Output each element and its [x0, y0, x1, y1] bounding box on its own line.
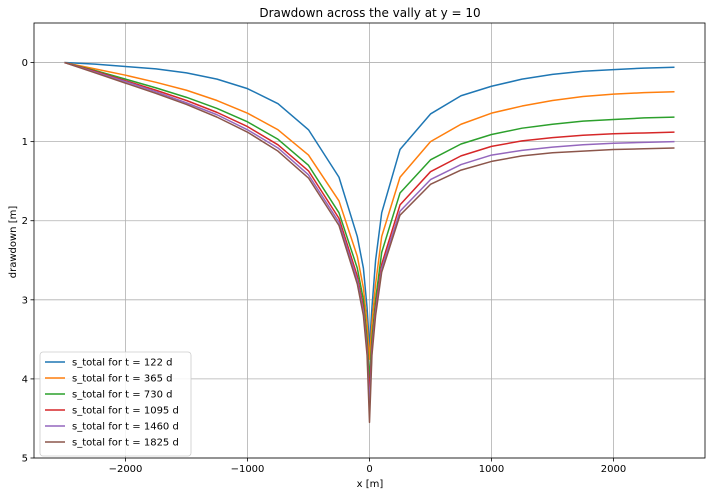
legend-entry-4: s_total for t = 1460 d	[72, 422, 179, 433]
legend-entry-1: s_total for t = 365 d	[72, 374, 172, 385]
legend-entry-5: s_total for t = 1825 d	[72, 438, 179, 449]
y-tick-label: 2	[22, 216, 28, 227]
legend-entry-3: s_total for t = 1095 d	[72, 406, 179, 417]
x-tick-label: 0	[366, 464, 372, 475]
chart-title: Drawdown across the vally at y = 10	[259, 6, 480, 20]
y-tick-label: 1	[22, 137, 28, 148]
series-line-2	[64, 61, 675, 380]
x-tick-label: 1000	[479, 464, 504, 475]
x-tick-label: 2000	[601, 464, 626, 475]
legend: s_total for t = 122 d s_total for t = 365…	[39, 351, 192, 457]
y-tick-label: 5	[22, 454, 28, 465]
x-axis-label: x [m]	[357, 479, 384, 490]
series-lines	[64, 61, 675, 424]
series-line-5	[64, 61, 675, 424]
y-axis-label: drawdown [m]	[8, 206, 19, 279]
y-tick-label: 4	[22, 374, 28, 385]
legend-entry-0: s_total for t = 122 d	[72, 358, 172, 369]
y-tick-label: 3	[22, 295, 28, 306]
y-tick-label: 0	[22, 58, 28, 69]
x-axis-ticks: −2000 −1000 0 1000 2000	[109, 458, 626, 475]
x-tick-label: −1000	[231, 464, 265, 475]
legend-box	[39, 351, 192, 457]
legend-entry-2: s_total for t = 730 d	[72, 390, 172, 401]
series-line-0	[64, 61, 675, 349]
series-line-1	[64, 61, 675, 360]
y-axis-ticks: 0 1 2 3 4 5	[22, 58, 34, 465]
x-tick-label: −2000	[109, 464, 143, 475]
